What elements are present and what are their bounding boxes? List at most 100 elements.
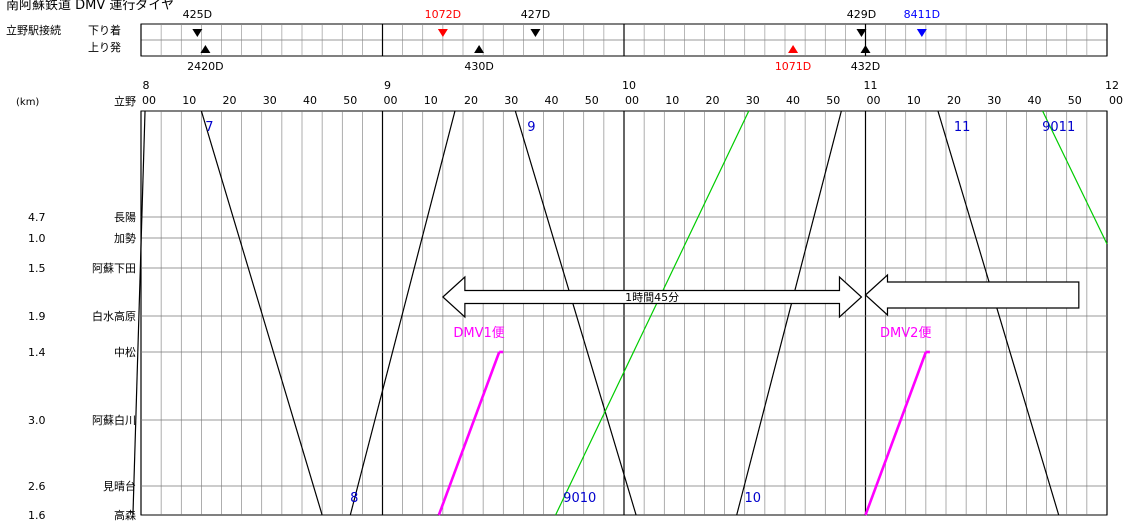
minute-tick-label: 50 xyxy=(585,94,599,107)
connection-table xyxy=(140,23,1108,57)
train-line xyxy=(437,351,501,516)
connection-train-label: 2420D xyxy=(187,60,223,73)
station-km: 3.0 xyxy=(28,414,46,427)
row-arrive-label: 下り着 xyxy=(88,23,121,37)
station-label: 白水高原 xyxy=(92,309,136,323)
train-up-marker xyxy=(860,45,871,53)
station-km: 1.0 xyxy=(28,232,46,245)
train-line xyxy=(514,110,637,516)
station-label: 中松 xyxy=(114,345,136,359)
connection-trains: 425D 1072D 427D 429D 8411D 2420D 430D 1071D 432D xyxy=(183,8,940,73)
minute-tick-label: 20 xyxy=(947,94,961,107)
hour-tick-label: 10 xyxy=(622,79,636,92)
minute-tick-label: 40 xyxy=(1028,94,1042,107)
train-line xyxy=(132,110,146,516)
minute-tick-label: 40 xyxy=(303,94,317,107)
train-line xyxy=(1042,110,1108,245)
hour-tick-label: 12 xyxy=(1105,79,1119,92)
minute-tick-label: 20 xyxy=(706,94,720,107)
connection-train-label: 8411D xyxy=(904,8,940,21)
train-line xyxy=(555,110,750,516)
row-depart-label: 上り発 xyxy=(88,40,121,54)
minute-tick-label: 40 xyxy=(786,94,800,107)
connection-train-label: 1072D xyxy=(425,8,461,21)
station-km: 1.4 xyxy=(28,346,46,359)
left-arrow xyxy=(864,273,1080,317)
minute-tick-label: 40 xyxy=(545,94,559,107)
station-label: 加勢 xyxy=(114,231,136,245)
train-down-marker xyxy=(437,29,448,37)
page-title: 南阿蘇鉄道 DMV 運行ダイヤ xyxy=(6,0,174,13)
train-number-label: 9 xyxy=(527,120,535,135)
double-arrow xyxy=(441,275,863,319)
train-down-marker xyxy=(856,29,867,37)
train-up-marker xyxy=(788,45,799,53)
station-km: 1.6 xyxy=(28,509,46,521)
minute-tick-label: 00 xyxy=(384,94,398,107)
minute-tick-label: 30 xyxy=(504,94,518,107)
minute-tick-label: 50 xyxy=(826,94,840,107)
minute-labels: 00 10 20 30 40 50 00 10 20 30 40 50 00 10 20 30 40 50 00 10… xyxy=(142,94,1123,107)
minute-tick-label: 30 xyxy=(746,94,760,107)
train-number-label: DMV1便 xyxy=(453,326,504,341)
train-number-label: 10 xyxy=(745,491,762,506)
minute-tick-label: 10 xyxy=(907,94,921,107)
train-line xyxy=(200,110,323,516)
minute-tick-label: 10 xyxy=(424,94,438,107)
train-number-label: DMV2便 xyxy=(880,326,931,341)
minute-tick-label: 00 xyxy=(867,94,881,107)
train-line xyxy=(864,351,928,516)
connection-train-label: 427D xyxy=(521,8,550,21)
duration-arrows: 1時間45分 xyxy=(441,273,1080,319)
hour-tick-label: 9 xyxy=(384,79,391,92)
hour-tick-label: 8 xyxy=(143,79,150,92)
station-km: 2.6 xyxy=(28,480,46,493)
minute-tick-label: 30 xyxy=(987,94,1001,107)
connection-train-label: 1071D xyxy=(775,60,811,73)
train-down-marker xyxy=(192,29,203,37)
km-unit-label: (km) xyxy=(16,97,39,108)
connection-train-label: 432D xyxy=(851,60,880,73)
minute-tick-label: 50 xyxy=(343,94,357,107)
connection-train-label: 429D xyxy=(847,8,876,21)
minute-tick-label: 00 xyxy=(1109,94,1123,107)
minute-tick-label: 00 xyxy=(625,94,639,107)
train-number-label: 8 xyxy=(350,491,358,506)
minute-tick-label: 10 xyxy=(665,94,679,107)
hour-tick-label: 11 xyxy=(864,79,878,92)
train-up-marker xyxy=(200,45,211,53)
train-number-label: 9010 xyxy=(563,491,596,506)
train-line xyxy=(349,110,456,516)
train-number-label: 9011 xyxy=(1042,120,1075,135)
connection-train-label: 430D xyxy=(464,60,493,73)
minute-tick-label: 30 xyxy=(263,94,277,107)
span-duration-label: 1時間45分 xyxy=(625,291,679,304)
train-down-marker xyxy=(916,29,927,37)
station-label: 阿蘇白川 xyxy=(92,413,136,427)
chart-grid xyxy=(140,110,1108,516)
connection-train-label: 425D xyxy=(183,8,212,21)
station-label: 阿蘇下田 xyxy=(92,262,136,275)
station-km: 4.7 xyxy=(28,211,46,224)
station-km: 1.9 xyxy=(28,310,46,323)
train-number-label: 11 xyxy=(954,120,971,135)
station-km: 1.5 xyxy=(28,262,46,275)
train-lines xyxy=(132,110,1108,516)
train-up-marker xyxy=(474,45,485,53)
station-label: 立野 xyxy=(114,94,136,108)
connection-label: 立野駅接続 xyxy=(6,23,61,37)
train-line xyxy=(937,110,1060,516)
minute-tick-label: 00 xyxy=(142,94,156,107)
train-number-label: 7 xyxy=(205,120,213,135)
station-label: 長陽 xyxy=(114,211,136,224)
train-line xyxy=(736,110,842,516)
train-labels: 7 8 9 10 11 9010 9011 DMV1便 DMV2便 xyxy=(205,120,1075,506)
station-label: 見晴台 xyxy=(103,479,136,493)
minute-tick-label: 10 xyxy=(182,94,196,107)
hour-labels: 8 9 10 11 12 xyxy=(143,79,1120,92)
train-down-marker xyxy=(530,29,541,37)
minute-tick-label: 50 xyxy=(1068,94,1082,107)
minute-tick-label: 20 xyxy=(223,94,237,107)
